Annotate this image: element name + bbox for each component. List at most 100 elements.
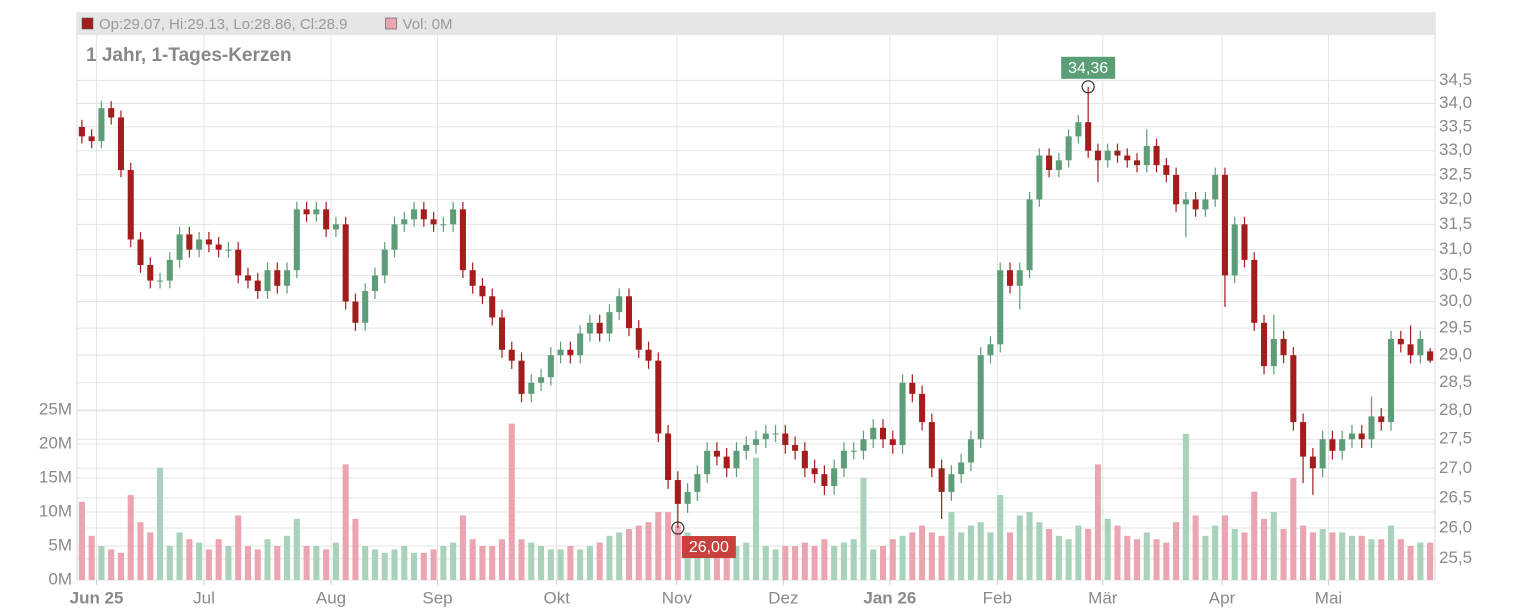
volume-bar	[244, 546, 251, 580]
volume-bar	[762, 546, 769, 580]
volume-bar	[1016, 515, 1023, 580]
candle-body	[889, 439, 896, 446]
candle-body	[1319, 439, 1326, 469]
volume-bar	[694, 539, 701, 580]
volume-bar	[889, 539, 896, 580]
candle-body	[479, 285, 486, 297]
candle-body	[1221, 174, 1228, 276]
volume-bar	[1417, 542, 1424, 580]
candle-body	[762, 433, 769, 440]
candle-body	[567, 349, 574, 356]
candle-body	[254, 280, 261, 292]
volume-bar	[313, 546, 320, 580]
candle-body	[108, 108, 115, 118]
candle-body	[840, 450, 847, 469]
candle-body	[1358, 433, 1365, 440]
candle-body	[1368, 416, 1375, 440]
volume-bar	[1339, 532, 1346, 580]
volume-bar	[1182, 433, 1189, 580]
volume-bar	[303, 546, 310, 580]
volume-bar	[772, 549, 779, 580]
volume-bar	[674, 525, 681, 580]
candle-body	[1124, 155, 1131, 161]
volume-bar	[362, 546, 369, 580]
candle-body	[274, 270, 281, 286]
y-tick-label: 27,5	[1439, 429, 1472, 448]
candle-body	[1006, 270, 1014, 286]
candle-body	[1309, 456, 1316, 469]
y-tick-label: 27,0	[1439, 458, 1472, 477]
candle-body	[606, 312, 613, 334]
y-tick-label: 26,5	[1439, 487, 1472, 506]
candle-body	[235, 249, 242, 276]
extreme-label: 26,00	[689, 539, 729, 556]
legend-label: Vol: 0M	[403, 16, 453, 33]
volume-bar	[1192, 515, 1199, 580]
volume-bar	[284, 535, 291, 580]
volume-bar	[1358, 535, 1365, 580]
y-tick-label: 29,0	[1439, 345, 1472, 364]
volume-bar	[723, 539, 730, 580]
candle-body	[459, 209, 466, 271]
volume-bar	[1388, 525, 1395, 580]
candle-body	[1094, 150, 1101, 161]
volume-bar	[401, 546, 408, 580]
volume-bar	[1261, 518, 1268, 580]
volume-bar	[1368, 539, 1375, 580]
candle-body	[450, 209, 457, 225]
candle-body	[538, 377, 545, 383]
volume-bar	[1202, 535, 1209, 580]
candle-body	[704, 450, 711, 475]
volume-bar	[850, 539, 857, 580]
candle-body	[997, 270, 1004, 345]
candle-body	[899, 382, 906, 446]
candle-body	[557, 349, 564, 356]
volume-bar	[870, 549, 877, 580]
volume-bar	[1348, 535, 1355, 580]
candle-body	[879, 427, 887, 440]
candle-body	[1251, 259, 1258, 323]
x-tick-label: Mai	[1315, 588, 1342, 607]
volume-bar	[1241, 532, 1248, 580]
candle-body	[1085, 122, 1092, 151]
volume-bar	[88, 535, 95, 580]
volume-bar	[782, 546, 789, 580]
candle-body	[1339, 439, 1346, 451]
volume-bar	[1212, 525, 1219, 580]
legend-swatch	[385, 17, 397, 30]
candle-body	[596, 322, 603, 334]
x-tick-label: Mär	[1088, 588, 1118, 607]
axes: 25,5 26,0 26,5 27,0 27,5 28,0 28,5 29,0 29,5 30,0…	[39, 70, 1472, 608]
candle-body	[1427, 351, 1434, 361]
volume-bar	[196, 542, 203, 580]
volume-bar	[1143, 532, 1150, 580]
x-tick-label: Dez	[768, 588, 798, 607]
legend-swatch	[81, 17, 94, 30]
candle-body	[860, 439, 867, 451]
volume-bar	[577, 549, 584, 580]
candle-body	[977, 355, 984, 440]
volume-bar	[821, 539, 828, 580]
volume-bar	[616, 532, 623, 580]
volume-bar	[1173, 522, 1180, 580]
candle-body	[186, 234, 193, 250]
candle-body	[342, 224, 349, 302]
candle-body	[713, 450, 720, 457]
candle-body	[684, 491, 691, 504]
volume-bar	[635, 525, 642, 580]
volume-bar	[567, 546, 574, 580]
volume-bar	[293, 518, 300, 580]
y-tick-label: 32,0	[1439, 189, 1472, 208]
candle-body	[518, 360, 525, 394]
volume-bar	[752, 457, 760, 580]
y-tick-label: 34,5	[1439, 70, 1472, 89]
y-tick-label: 29,5	[1439, 318, 1472, 337]
candle-body	[1104, 150, 1111, 161]
volume-bar	[987, 532, 994, 580]
extreme-marker	[671, 521, 685, 535]
volume-bar	[528, 542, 535, 580]
volume-bar	[538, 546, 545, 580]
candle-body	[244, 275, 251, 281]
candle-body	[489, 296, 496, 318]
y-tick-label: 33,5	[1439, 116, 1472, 135]
